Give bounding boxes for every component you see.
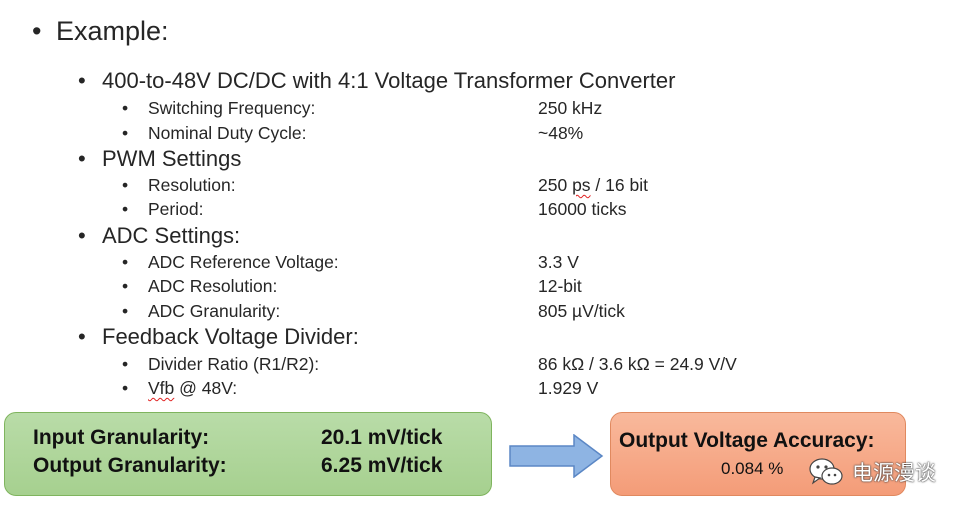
item-label: Nominal Duty Cycle: <box>148 123 307 143</box>
section-feedback-divider: • Feedback Voltage Divider: <box>78 323 359 351</box>
spellcheck-word: Vfb <box>148 378 175 398</box>
value-part: 250 <box>538 175 573 195</box>
bullet-icon: • <box>78 146 86 171</box>
item-adc-resolution: • ADC Resolution: <box>122 274 277 298</box>
section-title: Feedback Voltage Divider: <box>102 324 359 349</box>
item-period: • Period: <box>122 197 203 221</box>
item-value: 250 kHz <box>538 98 603 118</box>
section-title: ADC Settings: <box>102 223 241 248</box>
item-value: 16000 ticks <box>538 199 627 219</box>
value-part: / 16 bit <box>590 175 648 195</box>
accuracy-value: 0.084 % <box>721 459 784 478</box>
output-granularity-label: Output Granularity: <box>33 454 227 477</box>
section-converter: • 400-to-48V DC/DC with 4:1 Voltage Trans… <box>78 67 675 95</box>
item-nominal-duty-cycle: • Nominal Duty Cycle: <box>122 121 307 145</box>
item-switching-frequency: • Switching Frequency: <box>122 96 315 120</box>
item-value: 86 kΩ / 3.6 kΩ = 24.9 V/V <box>538 354 737 374</box>
item-label: Divider Ratio (R1/R2): <box>148 354 320 374</box>
item-adc-reference-voltage: • ADC Reference Voltage: <box>122 250 339 274</box>
item-label: ADC Reference Voltage: <box>148 252 339 272</box>
input-granularity-label: Input Granularity: <box>33 426 210 449</box>
granularity-result-box: Input Granularity: 20.1 mV/tick Output G… <box>4 412 492 496</box>
bullet-icon: • <box>122 252 129 272</box>
item-value: 250 ps / 16 bit <box>538 173 648 197</box>
item-value: ~48% <box>538 123 584 143</box>
bullet-icon: • <box>122 354 129 374</box>
item-label: Resolution: <box>148 175 236 195</box>
item-label: Switching Frequency: <box>148 98 316 118</box>
bullet-icon: • <box>122 123 129 143</box>
item-vfb: • Vfb @ 48V: <box>122 376 237 400</box>
wechat-icon <box>809 458 843 485</box>
section-title: PWM Settings <box>102 146 242 171</box>
item-label: ADC Granularity: <box>148 301 281 321</box>
accuracy-title: Output Voltage Accuracy: <box>619 429 875 452</box>
item-value: 12-bit <box>538 276 582 296</box>
spellcheck-word: ps <box>572 175 591 195</box>
watermark: 电源漫谈 <box>808 454 936 490</box>
output-granularity-value: 6.25 mV/tick <box>321 454 443 477</box>
heading-text: Example: <box>56 16 169 46</box>
section-adc-settings: • ADC Settings: <box>78 222 240 250</box>
bullet-icon: • <box>32 16 42 46</box>
item-value: 1.929 V <box>538 378 599 398</box>
bullet-icon: • <box>78 223 86 248</box>
section-title: 400-to-48V DC/DC with 4:1 Voltage Transf… <box>102 68 676 93</box>
item-label: Period: <box>148 199 204 219</box>
item-value: 3.3 V <box>538 252 579 272</box>
item-divider-ratio: • Divider Ratio (R1/R2): <box>122 352 319 376</box>
item-label: @ 48V: <box>174 378 238 398</box>
input-granularity-value: 20.1 mV/tick <box>321 426 443 449</box>
right-arrow-icon <box>509 434 604 478</box>
item-label: ADC Resolution: <box>148 276 278 296</box>
bullet-icon: • <box>122 301 129 321</box>
bullet-icon: • <box>78 68 86 93</box>
item-value: 805 µV/tick <box>538 301 625 321</box>
bullet-icon: • <box>122 199 129 219</box>
bullet-icon: • <box>122 378 129 398</box>
item-adc-granularity: • ADC Granularity: <box>122 299 280 323</box>
accuracy-result-box: Output Voltage Accuracy: 0.084 % <box>610 412 906 496</box>
slide-heading: • Example: <box>32 14 169 48</box>
section-pwm-settings: • PWM Settings <box>78 145 241 173</box>
bullet-icon: • <box>122 276 129 296</box>
bullet-icon: • <box>122 98 129 118</box>
item-resolution: • Resolution: <box>122 173 236 197</box>
bullet-icon: • <box>78 324 86 349</box>
watermark-text: 电源漫谈 <box>852 461 936 485</box>
bullet-icon: • <box>122 175 129 195</box>
